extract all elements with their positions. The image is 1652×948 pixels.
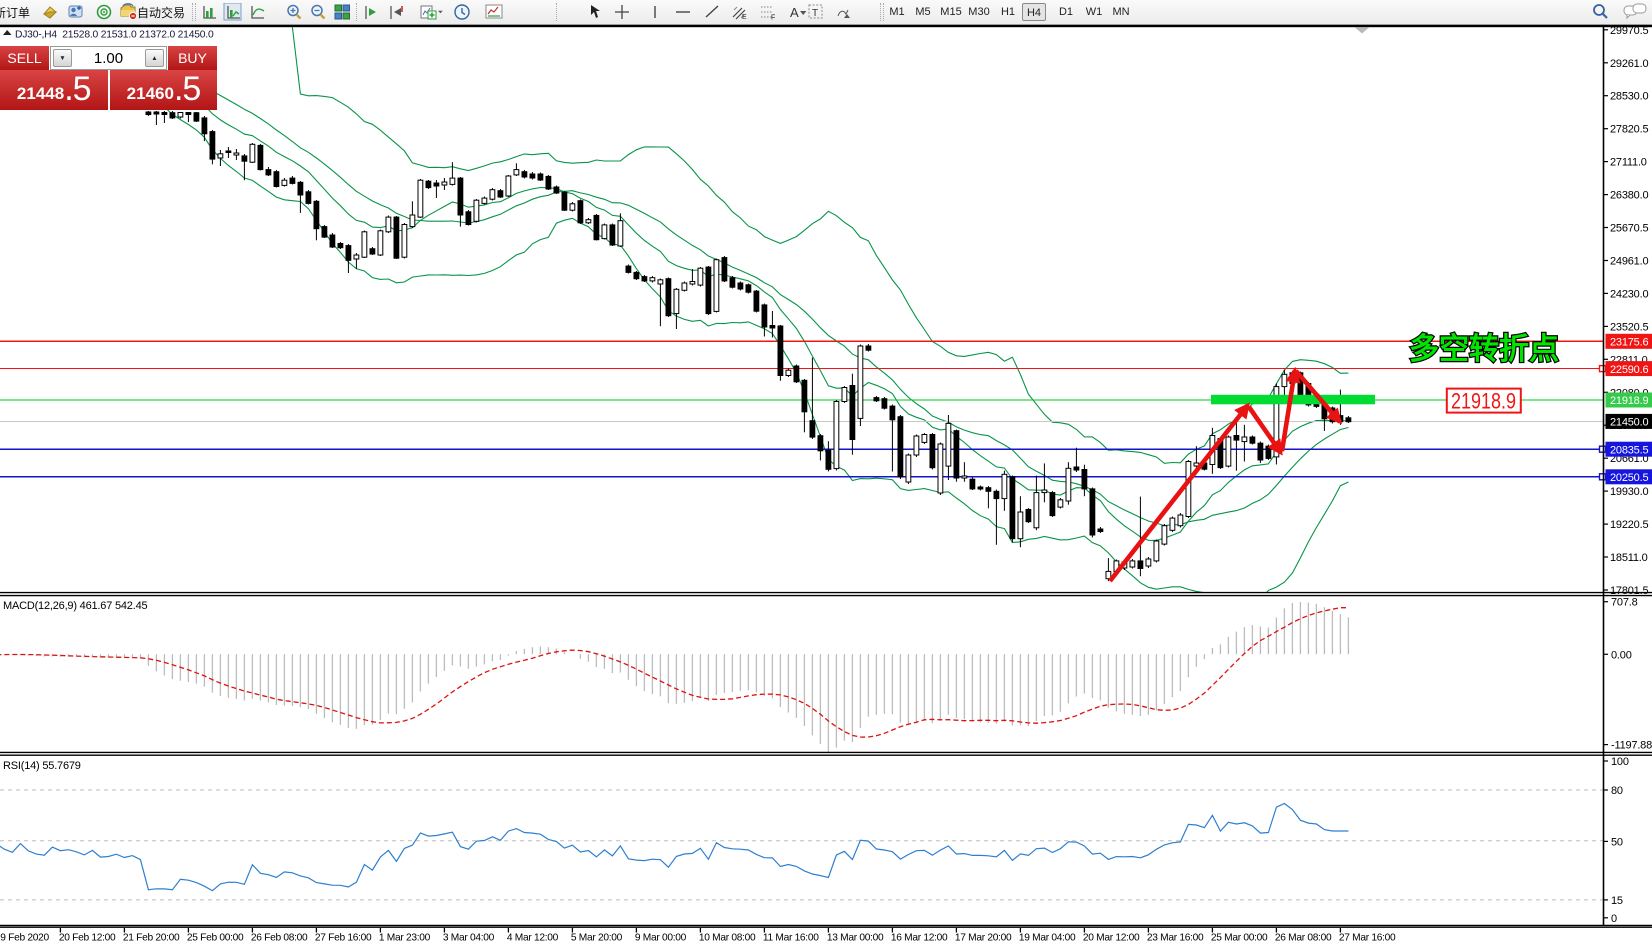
svg-text:-1197.88: -1197.88 (1611, 740, 1652, 752)
svg-text:10 Mar 08:00: 10 Mar 08:00 (699, 933, 756, 944)
svg-text:17 Mar 20:00: 17 Mar 20:00 (955, 933, 1012, 944)
svg-text:20 Feb 12:00: 20 Feb 12:00 (59, 933, 116, 944)
svg-text:24230.0: 24230.0 (1610, 288, 1648, 300)
svg-text:27820.5: 27820.5 (1610, 124, 1648, 136)
svg-text:19 Mar 04:00: 19 Mar 04:00 (1019, 933, 1076, 944)
svg-text:23 Mar 16:00: 23 Mar 16:00 (1147, 933, 1204, 944)
svg-text:21918.9: 21918.9 (1451, 389, 1516, 414)
svg-text:E: E (742, 14, 747, 21)
svg-text:0: 0 (1611, 913, 1617, 925)
svg-text:29261.0: 29261.0 (1610, 58, 1648, 70)
svg-text:4 Mar 12:00: 4 Mar 12:00 (507, 933, 559, 944)
svg-text:27 Mar 16:00: 27 Mar 16:00 (1339, 933, 1396, 944)
svg-text:80: 80 (1611, 785, 1623, 797)
svg-text:23520.5: 23520.5 (1610, 321, 1648, 333)
svg-text:25670.5: 25670.5 (1610, 223, 1648, 235)
svg-text:RSI(14) 55.7679: RSI(14) 55.7679 (3, 760, 81, 772)
svg-text:MACD(12,26,9) 461.67 542.45: MACD(12,26,9) 461.67 542.45 (3, 600, 147, 612)
svg-text:3 Mar 04:00: 3 Mar 04:00 (443, 933, 495, 944)
svg-text:29970.5: 29970.5 (1610, 25, 1648, 37)
svg-text:26380.0: 26380.0 (1610, 190, 1648, 202)
svg-text:5 Mar 20:00: 5 Mar 20:00 (571, 933, 623, 944)
svg-text:21450.0: 21450.0 (1610, 417, 1648, 429)
svg-text:16 Mar 12:00: 16 Mar 12:00 (891, 933, 948, 944)
svg-text:18511.0: 18511.0 (1610, 552, 1648, 564)
svg-text:28530.0: 28530.0 (1610, 91, 1648, 103)
svg-text:T: T (812, 8, 818, 19)
svg-text:27111.0: 27111.0 (1610, 157, 1647, 169)
svg-text:23175.6: 23175.6 (1610, 337, 1648, 349)
svg-text:0.00: 0.00 (1611, 649, 1632, 661)
svg-text:17801.5: 17801.5 (1610, 585, 1648, 597)
svg-text:21918.9: 21918.9 (1610, 395, 1648, 407)
svg-text:20250.5: 20250.5 (1610, 472, 1648, 484)
svg-text:26 Feb 08:00: 26 Feb 08:00 (251, 933, 308, 944)
svg-text:1 Mar 23:00: 1 Mar 23:00 (379, 933, 431, 944)
svg-text:11 Mar 16:00: 11 Mar 16:00 (763, 933, 819, 944)
svg-text:27 Feb 16:00: 27 Feb 16:00 (315, 933, 372, 944)
svg-text:25 Mar 00:00: 25 Mar 00:00 (1211, 933, 1268, 944)
svg-text:100: 100 (1611, 756, 1629, 768)
svg-text:多空转折点: 多空转折点 (1409, 333, 1559, 366)
svg-text:F: F (771, 15, 775, 22)
svg-text:DJ30-,H4 21528.0 21531.0 2137: DJ30-,H4 21528.0 21531.0 21372.0 21450.0 (15, 30, 214, 41)
svg-text:20835.5: 20835.5 (1610, 444, 1648, 456)
svg-text:9 Mar 00:00: 9 Mar 00:00 (635, 933, 687, 944)
svg-text:26 Mar 08:00: 26 Mar 08:00 (1275, 933, 1332, 944)
svg-text:19 Feb 2020: 19 Feb 2020 (0, 933, 49, 944)
svg-text:22590.6: 22590.6 (1610, 364, 1648, 376)
svg-text:19220.5: 19220.5 (1610, 519, 1648, 531)
svg-text:A: A (790, 5, 799, 20)
svg-text:15: 15 (1611, 895, 1623, 907)
svg-text:19930.0: 19930.0 (1610, 486, 1648, 498)
svg-text:20 Mar 12:00: 20 Mar 12:00 (1083, 933, 1140, 944)
svg-text:24961.0: 24961.0 (1610, 256, 1648, 268)
svg-text:25 Feb 00:00: 25 Feb 00:00 (187, 933, 244, 944)
svg-text:13 Mar 00:00: 13 Mar 00:00 (827, 933, 884, 944)
svg-text:21 Feb 20:00: 21 Feb 20:00 (123, 933, 180, 944)
svg-text:707.8: 707.8 (1611, 597, 1638, 609)
svg-text:50: 50 (1611, 836, 1623, 848)
